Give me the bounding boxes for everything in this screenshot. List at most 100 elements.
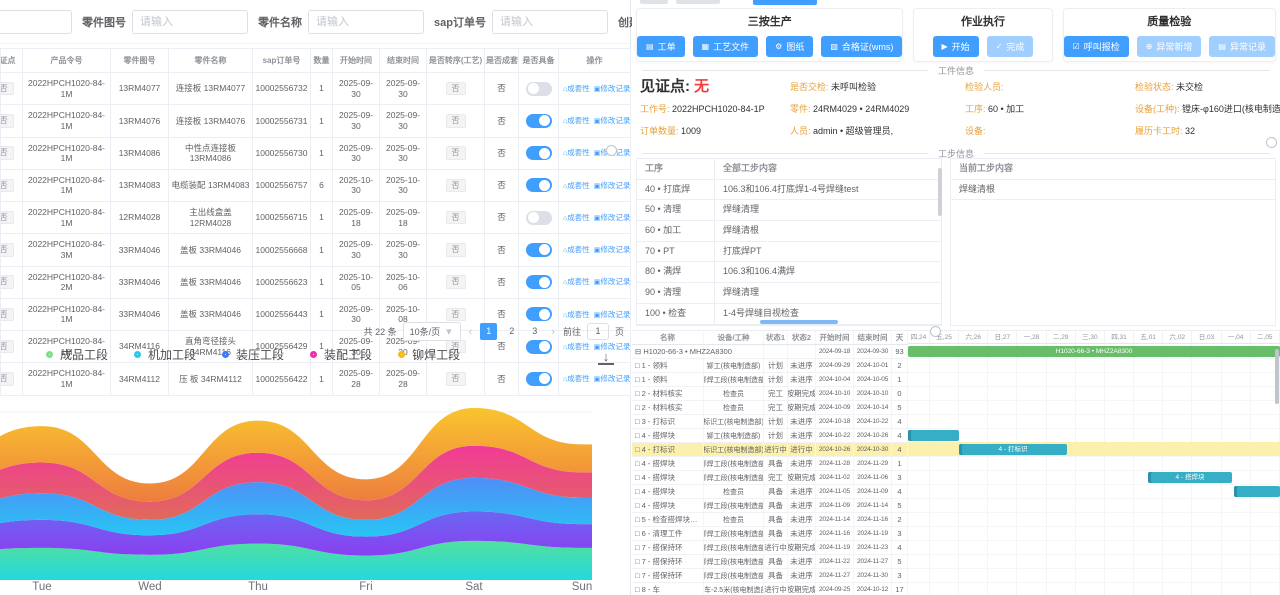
step-row[interactable]: 60 • 加工 焊缝清根 — [637, 221, 941, 242]
ready-toggle[interactable] — [525, 371, 552, 386]
legend-item[interactable]: 机加工段 — [134, 346, 196, 363]
completeness-link[interactable]: ⌂成套性 — [563, 245, 590, 254]
异常新增-button[interactable]: ⊕ 异常新增 — [1136, 36, 1202, 57]
gantt-row[interactable]: □ 5 - 检查搭焊块外径 检查员 具备 未进序 2024-11-14 2024-11-1… — [632, 513, 908, 527]
step-row[interactable]: 50 • 清理 焊缝清理 — [637, 200, 941, 222]
ready-toggle[interactable] — [525, 242, 552, 257]
completeness-link[interactable]: ⌂成套性 — [563, 116, 590, 125]
gantt-row[interactable]: □ 7 - 搭保持环铆焊工段(核电制造部)具备未进序2024-11-272024… — [632, 569, 908, 583]
gantt-row[interactable]: □ 4 - 搭焊块铆焊工段(核电制造部)完工按期完成2024-11-022024… — [632, 471, 908, 485]
gantt-row[interactable]: □ 4 - 搭焊块 检查员 具备 未进序 2024-11-05 2024-11-09 4 — [632, 485, 908, 499]
modify-record-link[interactable]: ▣修改记录 — [593, 180, 631, 190]
ready-toggle[interactable] — [525, 113, 552, 128]
modify-record-link[interactable]: ▣修改记录 — [593, 341, 631, 351]
filter-input-cut[interactable] — [0, 9, 72, 34]
ready-toggle[interactable] — [525, 307, 552, 322]
gantt-bar[interactable]: 4 - 打标识 — [959, 443, 1067, 455]
prev-page-button[interactable]: ‹ — [468, 325, 473, 338]
filter-input[interactable]: 请输入 — [308, 9, 424, 34]
legend-item[interactable]: 铆焊工段 — [398, 346, 460, 363]
ready-toggle[interactable] — [525, 339, 552, 354]
next-page-button[interactable]: › — [551, 325, 555, 338]
开始-button[interactable]: ▶ 开始 — [932, 36, 979, 57]
page-number[interactable]: 3 — [532, 326, 538, 336]
vertical-scrollbar[interactable] — [938, 168, 942, 216]
gantt-bar[interactable] — [908, 429, 959, 441]
合格证(wms)-button[interactable]: ▧ 合格证(wms) — [821, 36, 903, 57]
goto-page-input[interactable]: 1 — [586, 323, 609, 340]
completeness-link[interactable]: ⌂成套性 — [563, 148, 590, 158]
ready-toggle[interactable] — [525, 210, 552, 225]
gantt-bar[interactable] — [1234, 485, 1280, 497]
gantt-row[interactable]: □ 1 - 领料 铆工(核电制造部) 计划 未进序 2024-09-29 2024-10-… — [632, 359, 908, 373]
tab-fragment-active[interactable] — [753, 0, 817, 5]
gantt-row[interactable]: □ 4 - 搭焊块铆焊工段(核电制造部)具备未进序2024-11-282024-… — [632, 457, 908, 471]
ready-toggle[interactable] — [525, 81, 552, 96]
gantt-row[interactable]: □ 7 - 搭保持环铆焊工段(核电制造部)具备未进序2024-11-222024… — [632, 555, 908, 569]
ready-toggle[interactable] — [525, 178, 552, 193]
completeness-link[interactable]: ⌂成套性 — [563, 309, 590, 319]
step-row[interactable]: 100 • 检查 1-4号焊缝目视检查 — [637, 303, 941, 325]
completeness-link[interactable]: ⌂成套性 — [563, 180, 590, 190]
呼叫报检-button[interactable]: ☑ 呼叫报检 — [1063, 36, 1129, 57]
home-icon: ⌂ — [563, 247, 568, 254]
gantt-row[interactable]: □ 7 - 搭保持环铆焊工段(核电制造部)进行中按期完成2024-11-1920… — [632, 541, 908, 555]
step-row[interactable]: 40 • 打底焊 106.3和106.4打底焊1-4号焊缝test — [637, 179, 941, 201]
splitter-handle[interactable] — [606, 145, 617, 156]
gantt-row[interactable]: □ 2 - 材料核实 检查员 完工 按期完成 2024-10-09 2024-10-14 5 — [632, 401, 908, 415]
modify-record-link[interactable]: ▣修改记录 — [593, 212, 631, 222]
ready-toggle[interactable] — [525, 146, 552, 161]
page-number[interactable]: 2 — [509, 326, 515, 336]
modify-record-link[interactable]: ▣修改记录 — [593, 309, 631, 319]
splitter-handle[interactable] — [930, 326, 941, 337]
download-icon[interactable]: ↓ — [598, 350, 614, 365]
gantt-row[interactable]: □ 1 - 领料铆焊工段(核电制造部)计划未进序2024-10-042024-1… — [632, 373, 908, 387]
modify-record-link[interactable]: ▣修改记录 — [593, 374, 631, 383]
info-value: 32 — [1185, 126, 1196, 136]
ready-toggle[interactable] — [525, 275, 552, 290]
completeness-link[interactable]: ⌂成套性 — [563, 212, 590, 222]
modify-record-link[interactable]: ▣修改记录 — [593, 83, 631, 93]
gantt-row[interactable]: ⊟ H1020-66-3 • MHZ2A8300 2024-09-18 2024-0… — [632, 345, 908, 359]
splitter-handle[interactable] — [1266, 137, 1277, 148]
完成-button[interactable]: ✓ 完成 — [986, 36, 1034, 57]
modify-record-link[interactable]: ▣修改记录 — [593, 245, 631, 254]
gantt-col-header: 名称 — [632, 331, 704, 344]
gantt-row[interactable]: □ 4 - 搭焊块铆焊工段(核电制造部)具备未进序2024-11-092024-… — [632, 499, 908, 513]
工单-button[interactable]: ▤ 工单 — [637, 36, 685, 57]
legend-item[interactable]: 装压工段 — [222, 346, 284, 363]
completeness-link[interactable]: ⌂成套性 — [563, 374, 590, 383]
gantt-bar[interactable]: H1020-66-3 • MHZ2A8300 — [908, 345, 1280, 357]
图纸-button[interactable]: ⚙ 图纸 — [766, 36, 814, 57]
modify-record-link[interactable]: ▣修改记录 — [593, 277, 631, 287]
page-number[interactable]: 1 — [480, 323, 498, 340]
legend-item[interactable]: 成品工段 — [46, 346, 108, 363]
modify-record-link[interactable]: ▣修改记录 — [593, 116, 631, 125]
record-icon: ▣ — [593, 150, 601, 158]
step-row[interactable]: 80 • 满焊 106.3和106.4满焊 — [637, 262, 941, 284]
horizontal-scrollbar[interactable] — [760, 320, 838, 324]
completeness-link[interactable]: ⌂成套性 — [563, 277, 590, 287]
tab-fragment[interactable] — [640, 0, 668, 4]
completeness-link[interactable]: ⌂成套性 — [563, 341, 590, 351]
step-row[interactable]: 110 • MT1-4焊缝MT — [637, 324, 941, 325]
gantt-row[interactable]: □ 3 - 打标识 标识工(核电制造部) 计划 未进序 2024-10-18 2024-1… — [632, 415, 908, 429]
tab-fragment[interactable] — [676, 0, 720, 4]
gantt-vertical-scrollbar[interactable] — [1275, 349, 1279, 404]
step-row[interactable]: 90 • 清理 焊缝清理 — [637, 283, 941, 304]
异常记录-button[interactable]: ▤ 异常记录 — [1209, 36, 1275, 57]
gantt-cell: 铆焊工段(核电制造部) — [704, 569, 764, 582]
gantt-row[interactable]: □ 8 - 车立车-2.5米(核电制造部)进行中按期完成2024-09-2520… — [632, 583, 908, 595]
gantt-row[interactable]: □ 2 - 材料核实 检查员 完工 按期完成 2024-10-10 2024-10-10 0 — [632, 387, 908, 401]
filter-input[interactable]: 请输入 — [132, 9, 248, 34]
gantt-row[interactable]: □ 6 - 清理工件铆焊工段(核电制造部)具备未进序2024-11-162024… — [632, 527, 908, 541]
completeness-link[interactable]: ⌂成套性 — [563, 83, 590, 93]
page-size-select[interactable]: 10条/页 ▾ — [402, 322, 461, 341]
gantt-bar[interactable]: 4 - 搭焊块 — [1148, 471, 1232, 483]
gantt-row[interactable]: □ 4 - 搭焊块 铆工(核电制造部) 计划 未进序 2024-10-22 2024-10… — [632, 429, 908, 443]
gantt-row[interactable]: □ 4 - 打标识 标识工(核电制造部) 进行中 进行中 2024-10-26 2024-… — [632, 443, 908, 457]
filter-input[interactable]: 请输入 — [491, 9, 608, 34]
legend-item[interactable]: 装配工段 — [310, 346, 372, 363]
step-row[interactable]: 70 • PT 打底焊PT — [637, 241, 941, 263]
工艺文件-button[interactable]: ▦ 工艺文件 — [692, 36, 759, 57]
